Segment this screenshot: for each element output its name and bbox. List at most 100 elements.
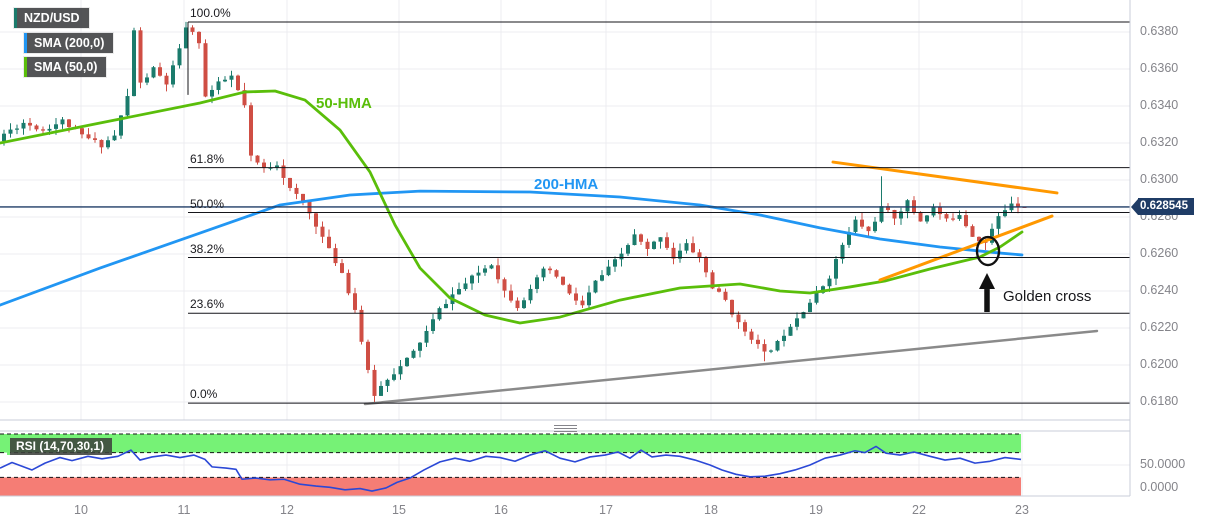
candle-body bbox=[918, 211, 923, 222]
candle-body bbox=[197, 31, 201, 44]
candle-body bbox=[886, 206, 890, 210]
candle-body bbox=[801, 312, 806, 319]
candle-body bbox=[268, 167, 273, 169]
candle-body bbox=[99, 139, 104, 148]
candle-body bbox=[34, 125, 39, 130]
candle-body bbox=[379, 385, 383, 396]
candle-body bbox=[619, 253, 624, 260]
candle-body bbox=[639, 234, 643, 242]
candle-body bbox=[327, 236, 331, 249]
candle-body bbox=[281, 165, 286, 178]
candle-body bbox=[463, 283, 468, 290]
candle-body bbox=[522, 300, 526, 309]
candle-body bbox=[730, 299, 734, 315]
candle-body bbox=[554, 270, 559, 277]
candle-body bbox=[593, 280, 598, 293]
candle-body bbox=[314, 213, 318, 227]
candle-body bbox=[944, 214, 949, 219]
candle-body bbox=[431, 319, 435, 331]
rsi-label: RSI (14,70,30,1) bbox=[16, 439, 105, 453]
candle-body bbox=[977, 236, 981, 242]
trendline-long-term-support bbox=[363, 329, 1099, 406]
candle-body bbox=[366, 341, 370, 370]
candle-body bbox=[821, 286, 825, 293]
candle-body bbox=[548, 268, 552, 271]
panel-resize-handle[interactable] bbox=[554, 423, 577, 432]
rsi-oversold-band bbox=[0, 477, 1021, 496]
candle-body bbox=[2, 133, 6, 142]
candle-body bbox=[470, 275, 474, 284]
candle-body bbox=[736, 314, 741, 323]
candle-body bbox=[925, 215, 929, 222]
candle-body bbox=[21, 122, 26, 129]
candle-body bbox=[853, 219, 858, 232]
candle-body bbox=[938, 207, 942, 215]
candle-body bbox=[866, 226, 871, 232]
candle-body bbox=[541, 268, 546, 278]
trendline-ascending-support bbox=[878, 214, 1054, 282]
candle-body bbox=[931, 207, 936, 216]
candle-body bbox=[333, 248, 338, 264]
candle-body bbox=[398, 366, 403, 375]
candle-body bbox=[483, 268, 487, 273]
candle-body bbox=[587, 292, 591, 306]
candle-body bbox=[678, 250, 682, 259]
candle-body bbox=[67, 119, 71, 128]
candle-body bbox=[249, 105, 253, 156]
candle-body bbox=[489, 265, 494, 269]
candle-body bbox=[762, 344, 767, 352]
candle-body bbox=[840, 244, 845, 260]
candle-body bbox=[814, 292, 819, 303]
candle-body bbox=[502, 279, 507, 291]
candle-body bbox=[125, 96, 130, 116]
candle-body bbox=[476, 272, 481, 276]
candle-body bbox=[899, 211, 903, 219]
sma200-line bbox=[0, 189, 1024, 307]
candle-body bbox=[808, 302, 812, 313]
candle-body bbox=[242, 90, 247, 106]
candle-body bbox=[879, 206, 884, 222]
candle-body bbox=[827, 278, 832, 287]
candle-body bbox=[372, 369, 377, 396]
candle-body bbox=[340, 263, 344, 273]
candle-body bbox=[320, 226, 325, 237]
candle-body bbox=[288, 177, 292, 188]
rsi-legend[interactable]: RSI (14,70,30,1) bbox=[7, 438, 113, 455]
candle-body bbox=[411, 350, 416, 358]
candle-body bbox=[561, 276, 565, 285]
candle-body bbox=[606, 266, 611, 276]
candle-body bbox=[723, 291, 728, 300]
candle-body bbox=[190, 27, 195, 32]
candle-body bbox=[164, 75, 169, 85]
candle-body bbox=[145, 77, 149, 83]
candle-body bbox=[106, 140, 110, 148]
rsi-overbought-band bbox=[0, 434, 1021, 453]
candle-body bbox=[359, 309, 364, 342]
candle-body bbox=[632, 234, 637, 246]
candle-body bbox=[970, 226, 975, 237]
candle-body bbox=[626, 245, 630, 254]
candle-body bbox=[112, 135, 117, 141]
candle-body bbox=[892, 209, 897, 219]
candle-body bbox=[665, 237, 669, 248]
candle-body bbox=[418, 342, 422, 351]
candle-body bbox=[697, 252, 702, 258]
candle-body bbox=[47, 128, 52, 131]
candle-body bbox=[515, 300, 520, 309]
candle-body bbox=[795, 318, 799, 327]
candle-body bbox=[294, 187, 299, 194]
candle-body bbox=[951, 218, 955, 220]
trendline-descending-resistance bbox=[831, 160, 1059, 195]
candle-body bbox=[600, 275, 604, 281]
candle-body bbox=[171, 65, 175, 85]
candle-body bbox=[437, 308, 442, 320]
sma50-line bbox=[0, 89, 1024, 325]
candle-body bbox=[353, 293, 357, 310]
candle-body bbox=[509, 290, 513, 301]
candle-body bbox=[275, 165, 279, 168]
candle-body bbox=[528, 288, 533, 301]
golden-cross-arrow-head bbox=[979, 273, 995, 290]
candle-body bbox=[262, 162, 266, 169]
candle-body bbox=[229, 75, 234, 80]
